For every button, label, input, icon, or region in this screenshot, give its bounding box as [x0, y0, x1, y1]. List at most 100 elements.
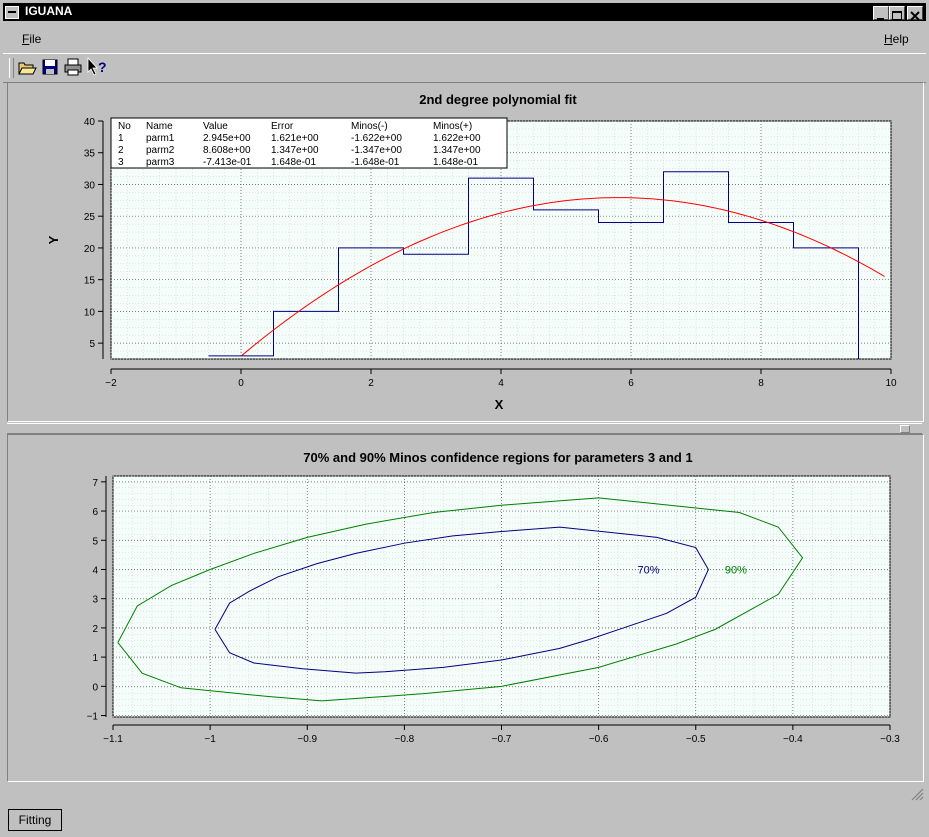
contours: 70% 90% — [117, 497, 804, 702]
y-tick-label: 4 — [92, 565, 98, 576]
y-tick-label: 0 — [92, 682, 98, 693]
y-tick-label: 35 — [84, 149, 96, 160]
y-tick-label: 20 — [84, 244, 96, 255]
title-bar[interactable]: IGUANA — [3, 3, 926, 21]
table-cell: -1.622e+00 — [351, 133, 402, 144]
x-axis-label: X — [495, 397, 504, 412]
table-cell: 2 — [118, 145, 124, 156]
save-button[interactable] — [40, 57, 60, 77]
x-tick-label: 6 — [628, 378, 634, 389]
x-tick-label: −0.5 — [686, 734, 706, 745]
table-header: No — [118, 121, 131, 132]
x-tick-label: 2 — [368, 378, 374, 389]
menu-file-mnemonic: F — [22, 32, 30, 46]
histogram — [208, 171, 859, 359]
chart-title: 70% and 90% Minos confidence regions for… — [303, 450, 692, 465]
menu-file[interactable]: File — [22, 32, 41, 46]
y-tick-label: 5 — [92, 536, 98, 547]
toolbar-grip[interactable] — [9, 58, 14, 78]
close-button[interactable] — [907, 6, 923, 21]
table-cell: 1.621e+00 — [271, 133, 319, 144]
splitter-handle[interactable] — [900, 425, 910, 433]
y-tick-label: 7 — [92, 478, 98, 489]
print-icon — [64, 58, 82, 76]
confidence-contour-chart[interactable]: 70% and 90% Minos confidence regions for… — [8, 435, 923, 781]
menu-help-label: elp — [892, 32, 909, 46]
resize-grip-icon[interactable] — [910, 787, 924, 801]
table-cell: 1.648e-01 — [433, 157, 478, 168]
x-tick-label: −0.4 — [783, 734, 803, 745]
y-tick-label: 25 — [84, 212, 96, 223]
close-icon — [910, 11, 920, 21]
y-tick-label: 6 — [92, 507, 98, 518]
x-tick-label: 0 — [238, 378, 244, 389]
table-header: Error — [271, 121, 294, 132]
x-tick-label: 10 — [885, 378, 897, 389]
table-cell: parm3 — [146, 157, 175, 168]
panel-splitter[interactable] — [7, 423, 922, 434]
x-tick-label: −2 — [105, 378, 117, 389]
x-tick-label: 8 — [758, 378, 764, 389]
table-cell: 1.648e-01 — [271, 157, 316, 168]
contour-plot-panel: 70% and 90% Minos confidence regions for… — [7, 434, 924, 782]
table-cell: 3 — [118, 157, 124, 168]
table-cell: -1.347e+00 — [351, 145, 402, 156]
minimize-icon — [877, 18, 884, 20]
y-tick-label: 2 — [92, 624, 98, 635]
table-cell: 1 — [118, 133, 124, 144]
contour-90pct — [117, 497, 804, 702]
x-tick-label: −0.8 — [395, 734, 415, 745]
table-header: Minos(+) — [433, 121, 472, 132]
whats-this-help-icon: ? — [87, 56, 107, 76]
table-cell: parm1 — [146, 133, 175, 144]
table-cell: -7.413e-01 — [203, 157, 252, 168]
open-button[interactable] — [17, 57, 37, 77]
fit-plot-panel: 2nd degree polynomial fit −2 0 2 4 6 8 10 5 10 15… — [7, 82, 924, 422]
y-tick-label: 30 — [84, 180, 96, 191]
polynomial-fit-chart[interactable]: 2nd degree polynomial fit −2 0 2 4 6 8 10 5 10 15… — [8, 83, 923, 421]
table-cell: 2.945e+00 — [203, 133, 251, 144]
y-tick-label: 15 — [84, 276, 96, 287]
menu-file-label: ile — [29, 32, 42, 46]
x-tick-label: −0.3 — [880, 734, 900, 745]
x-tick-label: −0.6 — [589, 734, 609, 745]
whats-this-button[interactable]: ? — [86, 56, 107, 77]
minimize-button[interactable] — [873, 6, 889, 20]
print-button[interactable] — [63, 57, 83, 77]
fit-curve — [240, 197, 885, 357]
histogram-steps — [208, 171, 859, 359]
toolbar: ? — [3, 53, 926, 83]
save-disk-icon — [42, 59, 58, 75]
maximize-button[interactable] — [889, 6, 905, 20]
x-tick-label: −1 — [204, 734, 216, 745]
fit-results-table: No Name Value Error Minos(-) Minos(+) 1 parm1 2.… — [110, 117, 508, 169]
maximize-icon — [892, 11, 902, 20]
tab-bar: Fitting — [0, 788, 929, 837]
table-header: Value — [203, 121, 228, 132]
axis-ticks: −2 0 2 4 6 8 10 5 10 15 20 25 30 35 40 — [84, 117, 897, 389]
window-menu-icon[interactable] — [5, 6, 19, 19]
menu-bar: File Help — [3, 24, 926, 52]
contour-label: 70% — [637, 564, 659, 576]
y-tick-label: 1 — [92, 653, 98, 664]
y-tick-label: 40 — [84, 117, 96, 128]
table-header: Minos(-) — [351, 121, 388, 132]
open-folder-icon — [18, 62, 37, 75]
table-cell: 1.347e+00 — [433, 145, 481, 156]
tab-fitting[interactable]: Fitting — [8, 809, 62, 831]
chart-title: 2nd degree polynomial fit — [419, 92, 577, 107]
svg-text:?: ? — [98, 59, 107, 75]
table-cell: -1.648e-01 — [351, 157, 400, 168]
x-tick-label: −1.1 — [103, 734, 123, 745]
y-tick-label: −1 — [87, 712, 99, 723]
menu-help-mnemonic: H — [884, 32, 893, 46]
contour-70pct — [214, 526, 709, 674]
window-title: IGUANA — [25, 4, 73, 18]
table-cell: parm2 — [146, 145, 175, 156]
x-tick-label: 4 — [498, 378, 504, 389]
menu-help[interactable]: Help — [884, 32, 909, 46]
table-cell: 1.622e+00 — [433, 133, 481, 144]
table-cell: 8.608e+00 — [203, 145, 251, 156]
y-tick-label: 10 — [84, 307, 96, 318]
